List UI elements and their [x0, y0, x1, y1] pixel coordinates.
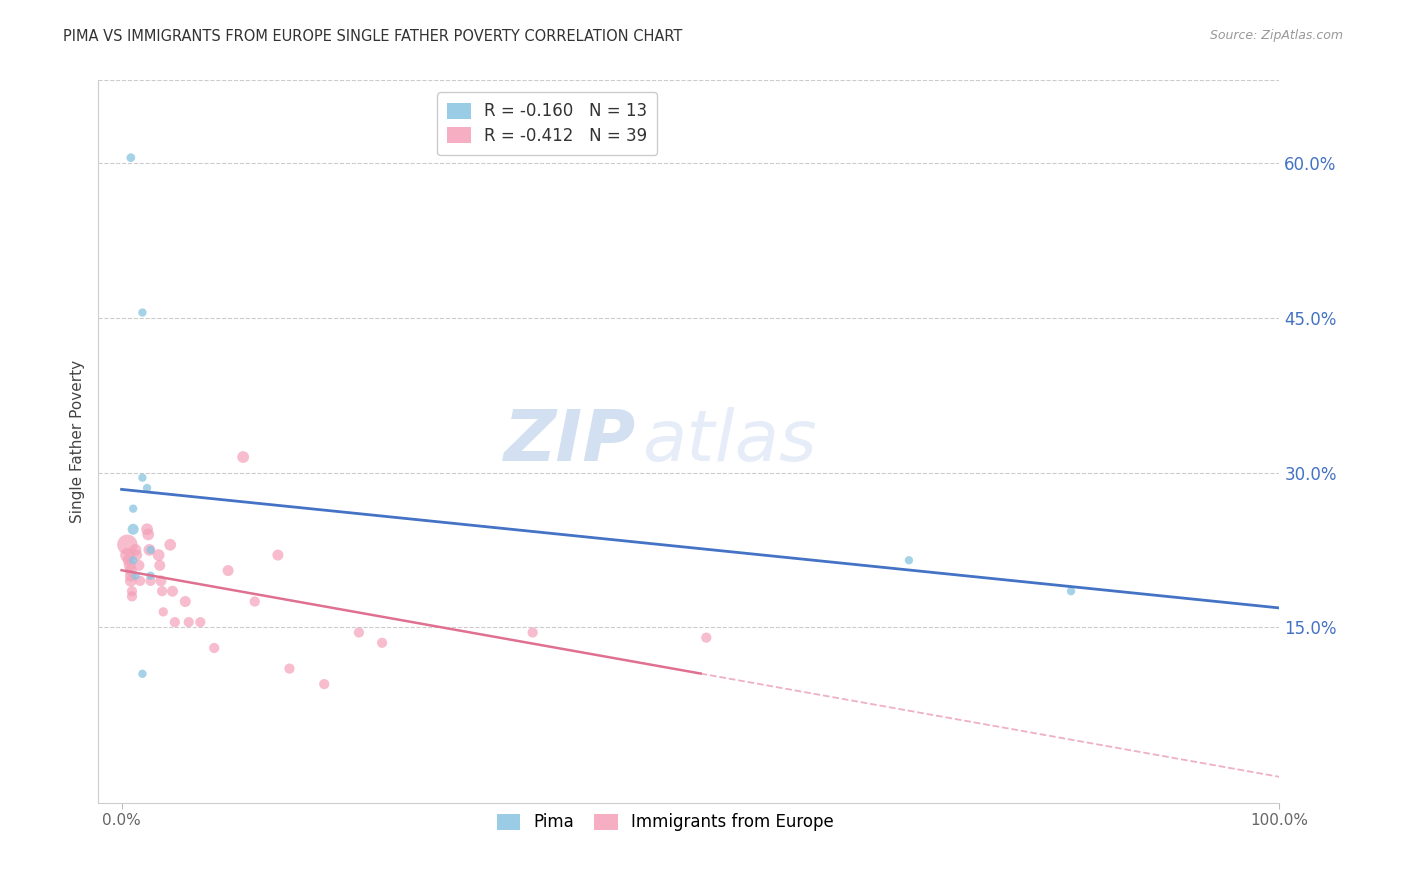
Point: [159, 538, 181, 552]
Point: [232, 450, 254, 464]
Point: [118, 558, 141, 573]
Point: [131, 305, 153, 319]
Point: [278, 662, 301, 676]
Point: [121, 584, 143, 599]
Point: [117, 548, 139, 562]
Point: [139, 574, 162, 588]
Point: [124, 542, 146, 557]
Point: [139, 542, 162, 557]
Point: [120, 568, 142, 582]
Point: [117, 538, 139, 552]
Point: [162, 584, 184, 599]
Text: ZIP: ZIP: [503, 407, 636, 476]
Point: [148, 548, 170, 562]
Point: [121, 590, 143, 604]
Point: [120, 574, 142, 588]
Point: [347, 625, 370, 640]
Text: Source: ZipAtlas.com: Source: ZipAtlas.com: [1209, 29, 1343, 42]
Point: [122, 553, 145, 567]
Point: [371, 636, 394, 650]
Point: [150, 584, 173, 599]
Point: [149, 558, 172, 573]
Point: [117, 553, 139, 567]
Point: [177, 615, 200, 630]
Point: [152, 605, 174, 619]
Text: PIMA VS IMMIGRANTS FROM EUROPE SINGLE FATHER POVERTY CORRELATION CHART: PIMA VS IMMIGRANTS FROM EUROPE SINGLE FA…: [63, 29, 683, 44]
Point: [217, 564, 239, 578]
Point: [120, 151, 142, 165]
Point: [124, 568, 146, 582]
Point: [188, 615, 211, 630]
Point: [131, 666, 153, 681]
Point: [897, 553, 920, 567]
Point: [174, 594, 197, 608]
Point: [129, 574, 152, 588]
Point: [125, 548, 148, 562]
Point: [136, 527, 159, 541]
Point: [202, 640, 225, 655]
Point: [267, 548, 290, 562]
Point: [1060, 584, 1083, 599]
Point: [136, 481, 159, 495]
Point: [314, 677, 336, 691]
Y-axis label: Single Father Poverty: Single Father Poverty: [69, 360, 84, 523]
Point: [136, 522, 159, 536]
Point: [131, 471, 153, 485]
Point: [122, 522, 145, 536]
Point: [149, 574, 172, 588]
Point: [128, 558, 150, 573]
Point: [522, 625, 544, 640]
Point: [120, 564, 142, 578]
Point: [138, 542, 160, 557]
Point: [695, 631, 717, 645]
Legend: Pima, Immigrants from Europe: Pima, Immigrants from Europe: [486, 804, 844, 841]
Point: [122, 501, 145, 516]
Point: [139, 568, 162, 582]
Point: [163, 615, 186, 630]
Text: atlas: atlas: [641, 407, 817, 476]
Point: [243, 594, 266, 608]
